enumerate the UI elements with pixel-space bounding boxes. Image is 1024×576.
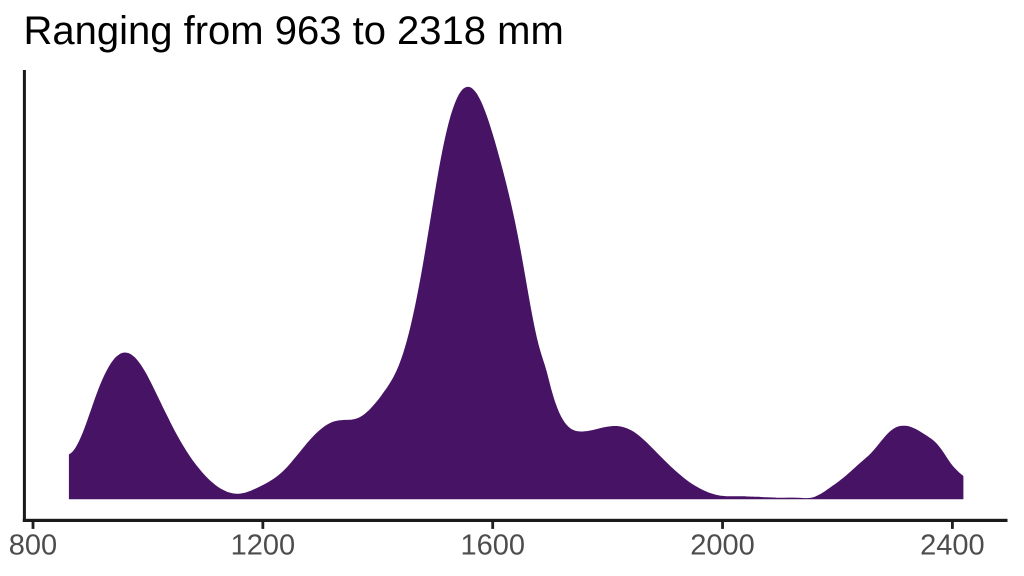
- svg-text:1200: 1200: [231, 530, 296, 562]
- svg-text:800: 800: [9, 530, 57, 562]
- svg-text:2400: 2400: [920, 530, 985, 562]
- svg-text:1600: 1600: [460, 530, 525, 562]
- svg-text:Ranging from 963 to 2318 mm: Ranging from 963 to 2318 mm: [24, 9, 564, 53]
- svg-text:2000: 2000: [690, 530, 755, 562]
